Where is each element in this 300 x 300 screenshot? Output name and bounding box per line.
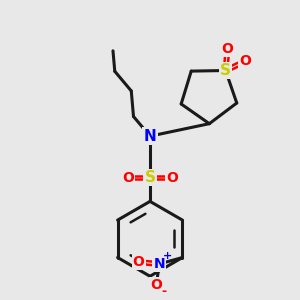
- Text: O: O: [133, 255, 145, 269]
- Text: N: N: [153, 257, 165, 271]
- Text: +: +: [163, 251, 172, 261]
- Text: O: O: [221, 42, 233, 56]
- Text: O: O: [239, 55, 251, 68]
- Text: O: O: [122, 170, 134, 184]
- Text: S: S: [220, 63, 231, 78]
- Text: O: O: [166, 170, 178, 184]
- Text: S: S: [145, 170, 155, 185]
- Text: O: O: [151, 278, 162, 292]
- Text: N: N: [144, 129, 156, 144]
- Text: -: -: [162, 285, 167, 298]
